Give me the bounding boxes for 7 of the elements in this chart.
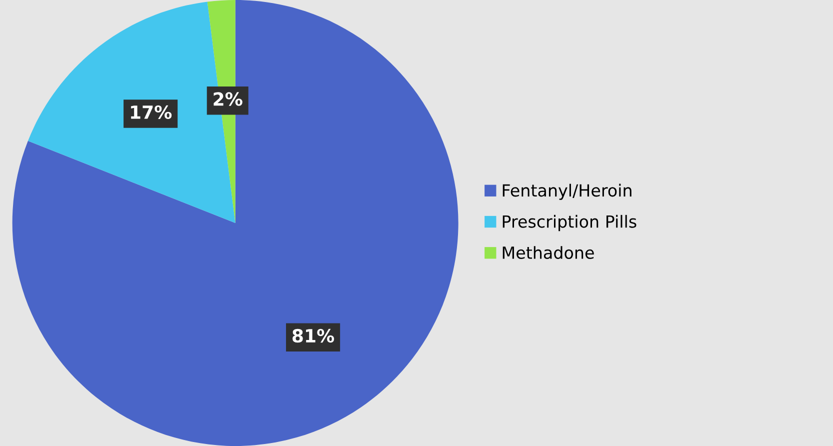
data-label: 17% (131, 105, 172, 119)
pie-slice (12, 0, 458, 446)
legend-label: Prescription Pills (502, 214, 636, 232)
legend-label: Fentanyl/Heroin (502, 184, 632, 200)
legend-label: Methadone (502, 246, 594, 259)
data-label: 2% (214, 92, 242, 106)
data-label: 81% (292, 328, 334, 343)
